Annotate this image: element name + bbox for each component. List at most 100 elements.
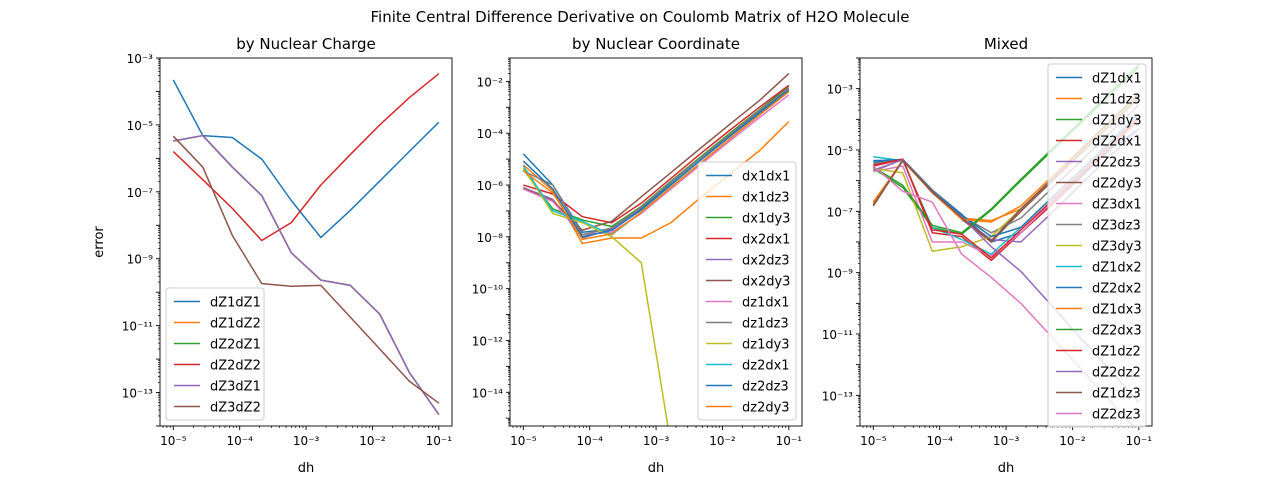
x-tick-label: 10⁻⁵ (510, 434, 537, 448)
legend: dZ1dx1 dZ1dz3 dZ1dy3 dZ2dx1 dZ2dz3 dZ2dy3 dZ3d… (1047, 63, 1147, 428)
y-tick-label: 10⁻¹¹ (122, 320, 153, 334)
subplot-title: Mixed (984, 35, 1028, 53)
legend-label: dZ2dx1 (1092, 135, 1142, 150)
y-tick-label: 10⁻² (477, 75, 504, 89)
x-tick-label: 10⁻⁴ (226, 434, 253, 448)
x-tick-label: 10⁻¹ (776, 434, 803, 448)
legend-label: dZ1dx1 (1092, 72, 1142, 87)
legend-label: dZ1dz2 (1092, 345, 1141, 360)
y-axis-label: error (92, 226, 107, 258)
x-tick-label: 10⁻⁵ (160, 434, 187, 448)
legend-label: dx1dy3 (742, 212, 790, 227)
x-tick-label: 10⁻² (1059, 434, 1086, 448)
legend: dZ1dZ1 dZ1dZ2 dZ2dZ1 dZ2dZ2 dZ3dZ1 dZ3dZ2 (165, 287, 265, 421)
y-tick-label: 10⁻¹¹ (822, 328, 853, 342)
legend-label: dZ3dx1 (1092, 198, 1142, 213)
y-tick-label: 10⁻⁹ (127, 253, 154, 267)
y-tick-label: 10⁻¹⁴ (472, 386, 503, 400)
legend-label: dz2dx1 (742, 359, 790, 374)
legend-label: dx2dz3 (742, 254, 790, 269)
legend-label: dZ2dy3 (1092, 177, 1142, 192)
y-tick-label: 10⁻⁴ (477, 127, 504, 141)
x-axis-label: dh (298, 461, 315, 476)
legend-label: dx1dx1 (742, 170, 790, 185)
legend-label: dZ1dy3 (1092, 114, 1142, 129)
series-line-dz1dy3 (522, 167, 669, 426)
legend-label: dz1dx1 (742, 296, 790, 311)
x-axis-label: dh (648, 461, 665, 476)
y-tick-label: 10⁻⁷ (127, 186, 154, 200)
series-line-dx2dx1 (523, 84, 790, 224)
y-tick-label: 10⁻³ (127, 52, 154, 66)
series-line-dz2dy3 (522, 91, 790, 241)
axes-frame (859, 57, 1153, 427)
series-line-dz1dz3 (522, 87, 790, 236)
y-tick-label: 10⁻⁹ (827, 267, 854, 281)
y-tick-label: 10⁻¹² (472, 334, 503, 348)
legend-label: dZ1dZ2 (210, 317, 261, 332)
legend-box (697, 161, 797, 421)
y-tick-label: 10⁻¹⁰ (472, 283, 503, 297)
series-line-dz2dz3 (522, 89, 790, 238)
y-tick-label: 10⁻⁵ (127, 119, 154, 133)
x-tick-label: 10⁻⁴ (926, 434, 953, 448)
legend-label: dz2dy3 (742, 401, 790, 416)
legend-label: dZ3dZ2 (210, 401, 261, 416)
subplot-1: by Nuclear Charge dh error 10⁻⁵ 10⁻⁴ 10⁻³ 10⁻²… (92, 35, 453, 476)
y-tick-label: 10⁻⁵ (827, 144, 854, 158)
x-axis-label: dh (998, 461, 1015, 476)
legend-label: dx2dy3 (742, 275, 790, 290)
x-tick-label: 10⁻⁵ (860, 434, 887, 448)
legend-label: dZ1dz3 (1092, 387, 1141, 402)
x-tick-label: 10⁻³ (293, 434, 320, 448)
series-line-dZ1dZ1 (172, 79, 440, 239)
legend-label: dZ2dx2 (1092, 282, 1142, 297)
x-tick-label: 10⁻² (709, 434, 736, 448)
axes-frame (159, 57, 453, 427)
x-tick-label: 10⁻³ (993, 434, 1020, 448)
y-tick-label: 10⁻⁶ (477, 179, 504, 193)
legend-label: dZ2dz2 (1092, 366, 1141, 381)
legend-label: dz2dz3 (742, 380, 789, 395)
y-tick-label: 10⁻¹³ (122, 387, 153, 401)
legend-label: dZ2dZ1 (210, 338, 261, 353)
legend-label: dZ2dZ2 (210, 359, 261, 374)
legend-label: dZ2dz3 (1092, 156, 1141, 171)
legend-label: dZ1dx3 (1092, 303, 1142, 318)
x-tick-label: 10⁻² (359, 434, 386, 448)
legend-label: dZ1dZ1 (210, 296, 261, 311)
legend-label: dZ3dy3 (1092, 240, 1142, 255)
subplot-title: by Nuclear Charge (236, 35, 376, 53)
legend-box (165, 287, 265, 421)
y-tick-label: 10⁻³ (827, 83, 854, 97)
x-tick-label: 10⁻¹ (1126, 434, 1153, 448)
subplot-3: Mixed dh 10⁻⁵ 10⁻⁴ 10⁻³ 10⁻² 10⁻¹ 10⁻¹³ 10⁻¹¹ 10⁻… (822, 35, 1153, 476)
x-tick-label: 10⁻³ (643, 434, 670, 448)
legend-label: dZ1dx2 (1092, 261, 1142, 276)
legend-label: dZ2dz3 (1092, 408, 1141, 423)
y-tick-label: 10⁻⁷ (827, 205, 854, 219)
axes-frame (509, 57, 803, 427)
y-tick-label: 10⁻¹³ (822, 389, 853, 403)
legend-label: dZ3dz3 (1092, 219, 1141, 234)
x-tick-label: 10⁻⁴ (576, 434, 603, 448)
legend-label: dz1dz3 (742, 317, 789, 332)
legend: dx1dx1 dx1dz3 dx1dy3 dx2dx1 dx2dz3 dx2dy3 dz1d… (697, 161, 797, 421)
series-group (172, 73, 440, 415)
x-tick-label: 10⁻¹ (426, 434, 453, 448)
legend-label: dz1dy3 (742, 338, 790, 353)
subplot-title: by Nuclear Coordinate (572, 35, 740, 53)
series-line-dZ3dZ1 (173, 134, 440, 415)
panels: by Nuclear Charge dh error 10⁻⁵ 10⁻⁴ 10⁻³ 10⁻²… (92, 35, 1153, 476)
legend-label: dx1dz3 (742, 191, 790, 206)
subplot-2: by Nuclear Coordinate dh 10⁻⁵ 10⁻⁴ 10⁻³ 10⁻² 1… (472, 35, 803, 476)
legend-label: dZ1dz3 (1092, 93, 1141, 108)
legend-box (1047, 63, 1147, 428)
legend-label: dZ2dx3 (1092, 324, 1142, 339)
y-tick-label: 10⁻⁸ (477, 231, 504, 245)
legend-label: dZ3dZ1 (210, 380, 261, 395)
series-line-dZ2dZ2 (172, 73, 440, 242)
series-line-dZ3dZ2 (172, 135, 440, 404)
legend-label: dx2dx1 (742, 233, 790, 248)
